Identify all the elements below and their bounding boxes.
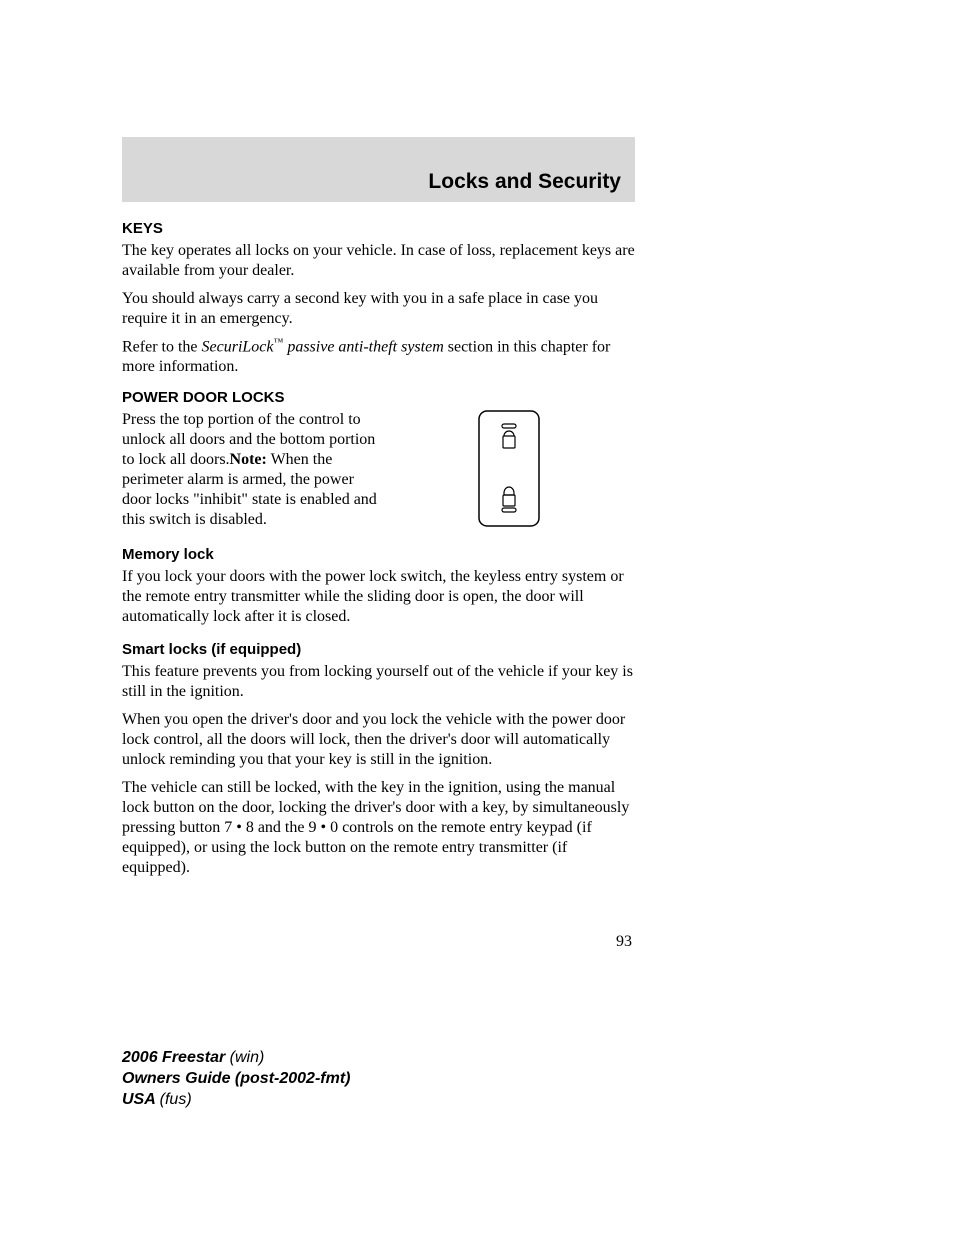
memory-lock-text: If you lock your doors with the power lo… <box>122 567 635 627</box>
smart-locks-para3: The vehicle can still be locked, with th… <box>122 778 635 878</box>
power-locks-row: Press the top portion of the control to … <box>122 410 635 532</box>
keys-para3-italic: SecuriLock <box>202 338 274 355</box>
power-locks-text: Press the top portion of the control to … <box>122 410 383 530</box>
footer-line3-italic: (fus) <box>160 1091 192 1108</box>
smart-locks-heading: Smart locks (if equipped) <box>122 641 635 658</box>
footer-line1: 2006 Freestar (win) <box>122 1048 350 1069</box>
smart-locks-para1: This feature prevents you from locking y… <box>122 662 635 702</box>
footer-line3: USA (fus) <box>122 1090 350 1111</box>
footer-line1-italic: (win) <box>230 1049 265 1066</box>
footer-line3-bold: USA <box>122 1091 160 1108</box>
lock-switch-diagram <box>478 410 540 532</box>
page-content: KEYS The key operates all locks on your … <box>122 220 635 886</box>
keys-heading: KEYS <box>122 220 635 237</box>
footer-line2: Owners Guide (post-2002-fmt) <box>122 1069 350 1090</box>
trademark-symbol: ™ <box>274 337 284 348</box>
keys-para3: Refer to the SecuriLock™ passive anti-th… <box>122 337 635 377</box>
keys-para3-italic2: passive anti-theft system <box>283 338 443 355</box>
page-footer: 2006 Freestar (win) Owners Guide (post-2… <box>122 1048 350 1110</box>
footer-line1-bold: 2006 Freestar <box>122 1049 230 1066</box>
smart-locks-para2: When you open the driver's door and you … <box>122 710 635 770</box>
memory-lock-heading: Memory lock <box>122 546 635 563</box>
keys-para2: You should always carry a second key wit… <box>122 289 635 329</box>
page-number: 93 <box>616 933 632 951</box>
header-bar: Locks and Security <box>122 137 635 202</box>
page-header-title: Locks and Security <box>428 170 621 194</box>
power-door-locks-heading: POWER DOOR LOCKS <box>122 389 635 406</box>
keys-para1: The key operates all locks on your vehic… <box>122 241 635 281</box>
power-locks-note-label: Note: <box>230 451 267 468</box>
keys-para3-pre: Refer to the <box>122 338 202 355</box>
